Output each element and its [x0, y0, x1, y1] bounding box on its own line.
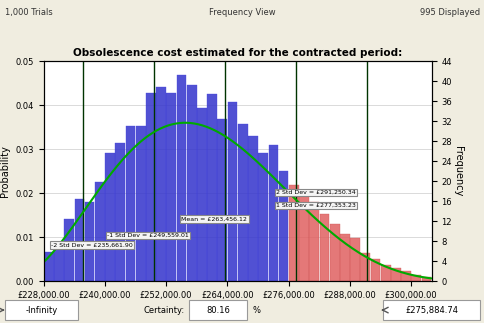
Bar — [329, 224, 339, 281]
Text: 1 Std Dev = £277,353.23: 1 Std Dev = £277,353.23 — [275, 203, 355, 208]
Bar — [217, 120, 227, 281]
Bar — [380, 265, 390, 281]
Text: 80.16: 80.16 — [206, 306, 230, 315]
Bar — [268, 145, 278, 281]
Bar — [136, 126, 145, 281]
Text: %: % — [252, 306, 259, 315]
Text: Mean = £263,456.12: Mean = £263,456.12 — [181, 216, 247, 221]
Bar — [44, 252, 54, 281]
FancyBboxPatch shape — [5, 300, 77, 320]
Y-axis label: Probability: Probability — [0, 145, 10, 197]
Bar — [125, 126, 135, 281]
Bar — [64, 218, 74, 281]
Bar — [156, 87, 166, 281]
Bar — [207, 94, 216, 281]
Text: -1 Std Dev = £249,559.01: -1 Std Dev = £249,559.01 — [107, 233, 189, 238]
Bar — [85, 202, 94, 281]
Bar — [360, 253, 369, 281]
Bar — [115, 143, 125, 281]
Bar — [197, 108, 206, 281]
Bar — [390, 268, 400, 281]
Bar — [410, 275, 420, 281]
Bar — [176, 75, 186, 281]
Title: Obsolescence cost estimated for the contracted period:: Obsolescence cost estimated for the cont… — [73, 48, 401, 58]
Bar — [288, 185, 298, 281]
Bar — [370, 259, 379, 281]
Bar — [309, 202, 318, 281]
Bar — [278, 171, 288, 281]
Bar — [227, 102, 237, 281]
Text: -2 Std Dev = £235,661.90: -2 Std Dev = £235,661.90 — [51, 243, 133, 248]
Text: 2 Std Dev = £291,250.34: 2 Std Dev = £291,250.34 — [275, 190, 355, 195]
Bar — [349, 238, 359, 281]
Bar — [186, 85, 196, 281]
Bar — [319, 214, 329, 281]
Y-axis label: Frequency: Frequency — [453, 146, 462, 196]
Bar — [248, 136, 257, 281]
Text: -Infinity: -Infinity — [25, 306, 57, 315]
Text: 1,000 Trials: 1,000 Trials — [5, 8, 52, 17]
Text: Certainty:: Certainty: — [143, 306, 184, 315]
Bar — [75, 199, 84, 281]
Bar — [421, 277, 430, 281]
Bar — [54, 242, 64, 281]
Text: 995 Displayed: 995 Displayed — [419, 8, 479, 17]
Text: £275,884.74: £275,884.74 — [404, 306, 457, 315]
Bar — [105, 153, 115, 281]
Bar — [146, 93, 155, 281]
Bar — [299, 196, 308, 281]
Bar — [400, 271, 410, 281]
Bar — [95, 182, 105, 281]
Bar — [339, 234, 349, 281]
FancyBboxPatch shape — [189, 300, 247, 320]
Bar — [166, 93, 176, 281]
Text: Frequency View: Frequency View — [209, 8, 275, 17]
FancyBboxPatch shape — [382, 300, 479, 320]
Bar — [238, 124, 247, 281]
Bar — [258, 153, 268, 281]
